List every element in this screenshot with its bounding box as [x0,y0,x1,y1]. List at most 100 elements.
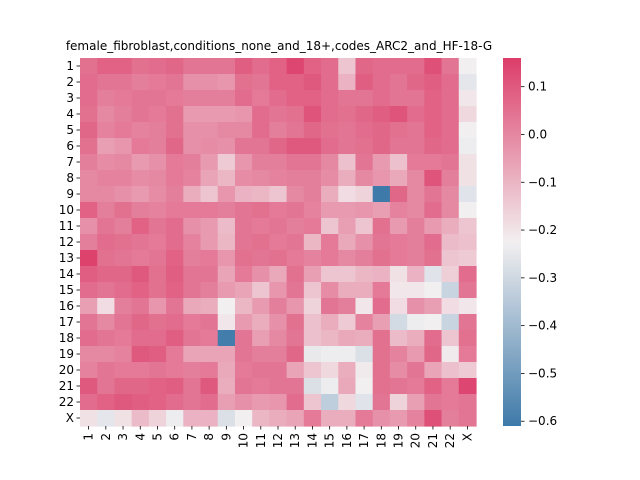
heatmap-cell [166,202,184,219]
x-tick-label: 20 [409,433,423,448]
heatmap-cell [148,218,167,235]
heatmap-cell [80,170,98,187]
x-tick-label: 12 [271,433,285,448]
heatmap-cell [97,330,116,347]
heatmap-cell [217,250,236,267]
heatmap-cell [252,250,270,267]
heatmap-cell [441,218,460,235]
heatmap-cell [424,122,443,139]
y-tick-label: 2 [66,75,74,89]
heatmap-cell [200,218,219,235]
heatmap-cell [148,330,167,347]
heatmap-cell [114,250,133,267]
heatmap-cell [338,410,357,427]
heatmap-cell [114,234,133,251]
heatmap-cell [234,234,253,251]
heatmap-cell [252,234,270,251]
heatmap-cell [217,266,236,283]
heatmap-cell [269,362,288,379]
heatmap-cell [234,314,253,331]
heatmap-cell [286,106,305,123]
heatmap-cell [131,202,150,219]
heatmap-cell [200,74,219,91]
heatmap-cell [389,410,408,427]
heatmap-cell [458,138,477,155]
heatmap-cell [183,410,202,427]
heatmap-cell [80,394,98,411]
colorbar: 0.1 0.0 −0.1 −0.2 −0.3 −0.4 −0.5 −0.6 [503,58,557,428]
heatmap-cell [441,154,460,171]
heatmap-cell [407,74,425,91]
heatmap-cell [407,410,425,427]
heatmap-cell [217,186,236,203]
heatmap-cell [286,266,305,283]
heatmap-cell [286,362,305,379]
heatmap-cell [183,154,202,171]
heatmap-cell [80,314,98,331]
heatmap-cell [148,250,167,267]
heatmap-cell [286,202,305,219]
heatmap-cell [424,346,443,363]
heatmap-cell [183,234,202,251]
heatmap-cell [114,218,133,235]
y-tick-label: 3 [66,91,74,105]
heatmap-cell [97,170,116,187]
heatmap-cell [131,282,150,299]
heatmap-cell [114,170,133,187]
heatmap-cell [407,346,425,363]
heatmap-cell [321,346,339,363]
heatmap-cell [389,282,408,299]
heatmap-cell [424,202,443,219]
heatmap-cell [131,314,150,331]
heatmap-cell [303,74,322,91]
heatmap-cell [321,90,339,107]
heatmap-cell [234,378,253,395]
heatmap-cell [407,106,425,123]
heatmap-cell [131,74,150,91]
heatmap-cell [80,122,98,139]
heatmap-cell [114,186,133,203]
heatmap-cell [80,74,98,91]
heatmap-cell [424,378,443,395]
heatmap-cell [114,90,133,107]
heatmap-cell [389,186,408,203]
heatmap-cell [303,266,322,283]
heatmap-cell [217,202,236,219]
colorbar-tick-label: −0.2 [528,223,557,237]
heatmap-cell [114,122,133,139]
heatmap-cell [234,186,253,203]
heatmap-cell [148,234,167,251]
y-tick-label: 16 [59,299,74,313]
heatmap-cell [441,122,460,139]
heatmap-cell [80,362,98,379]
x-tick-label: 8 [202,433,216,441]
heatmap-cell [458,410,477,427]
heatmap-cell [97,74,116,91]
heatmap-cell [372,410,391,427]
heatmap-cell [131,106,150,123]
heatmap-cell [234,90,253,107]
heatmap-cell [200,90,219,107]
heatmap-cell [148,282,167,299]
heatmap-cell [166,314,184,331]
heatmap-cell [303,106,322,123]
heatmap-cell [441,106,460,123]
heatmap-cell [303,282,322,299]
y-tick-label: 12 [59,235,74,249]
x-axis: 1 2 3 4 5 6 7 8 9 10 11 12 13 14 15 16 17 18 19 20 21 22 X [82,426,474,448]
heatmap-cell [234,282,253,299]
heatmap-cell [148,362,167,379]
heatmap-cell [166,362,184,379]
heatmap-cell [441,410,460,427]
heatmap-cell [183,298,202,315]
heatmap-cell [252,298,270,315]
heatmap-cell [286,90,305,107]
heatmap-cell [355,282,374,299]
heatmap-cell [252,58,270,75]
heatmap-cell [148,346,167,363]
heatmap-cell [166,122,184,139]
heatmap-cell [321,314,339,331]
heatmap-cell [114,330,133,347]
heatmap-cell [372,122,391,139]
heatmap-cell [338,90,357,107]
